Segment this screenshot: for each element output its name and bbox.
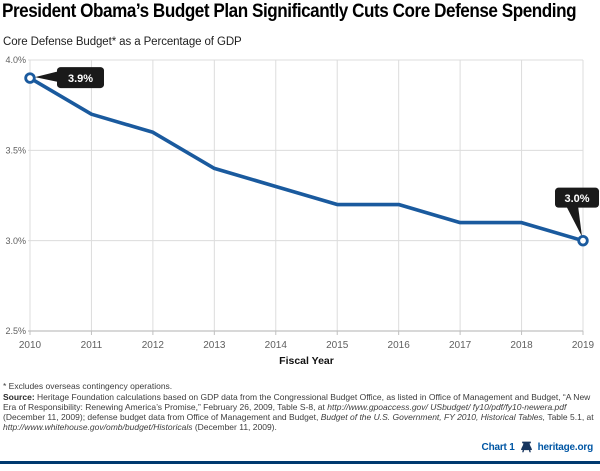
source-note: Source: Heritage Foundation calculations… (3, 392, 597, 432)
source-segment: Source: (3, 392, 38, 402)
x-tick-label: 2012 (142, 340, 165, 351)
y-tick-label: 2.5% (5, 326, 26, 336)
x-tick-label: 2014 (265, 340, 288, 351)
x-tick-label: 2018 (510, 340, 533, 351)
chart-subtitle: Core Defense Budget* as a Percentage of … (3, 36, 242, 48)
page-title: President Obama’s Budget Plan Significan… (2, 1, 577, 22)
heritage-bell-icon (520, 441, 533, 453)
data-point-marker (577, 234, 589, 247)
source-segment: Table 5.1, at (545, 411, 594, 422)
chart-number: Chart 1 (481, 441, 515, 453)
data-point-marker (24, 72, 36, 84)
x-tick-label: 2019 (572, 340, 595, 351)
line-series (28, 76, 585, 243)
source-segment: http://www.whitehouse.gov/omb/budget/His… (3, 421, 193, 432)
source-segment: (December 11, 2009). (192, 421, 277, 432)
callout-label: 3.9% (68, 73, 93, 85)
source-segment: Heritage Foundation calculations based o… (3, 392, 591, 412)
source-segment: http://www.gpoaccess.gov/ USbudget/ fy10… (327, 401, 567, 412)
y-tick-label: 4.0% (5, 55, 26, 65)
x-tick-label: 2013 (203, 340, 226, 351)
x-tick-label: 2016 (388, 340, 411, 351)
x-tick-label: 2017 (449, 340, 472, 351)
source-segment: Budget of the U.S. Government, FY 2010, … (320, 411, 546, 422)
callout-box (555, 187, 599, 208)
source-segment: (December 11, 2009); defense budget data… (3, 411, 321, 422)
callout-tail (35, 71, 59, 83)
x-axis-title: Fiscal Year (279, 355, 334, 367)
y-tick-label: 3.5% (5, 146, 26, 156)
x-tick-label: 2011 (81, 340, 103, 351)
callout-label: 3.0% (564, 193, 589, 205)
bottom-rule (0, 461, 600, 464)
callout-tail (566, 205, 582, 237)
footnote: * Excludes overseas contingency operatio… (3, 381, 173, 391)
heritage-org-link[interactable]: heritage.org (537, 441, 594, 453)
y-tick-label: 3.0% (5, 236, 26, 246)
x-tick-label: 2010 (19, 340, 42, 351)
defense-line-chart: 2010 2011 2012 2013 2014 2015 2016 2017 2018 2019… (5, 55, 599, 351)
footer: Chart 1 heritage.org (481, 441, 594, 453)
x-tick-label: 2015 (326, 340, 349, 351)
callout-box (57, 67, 104, 89)
